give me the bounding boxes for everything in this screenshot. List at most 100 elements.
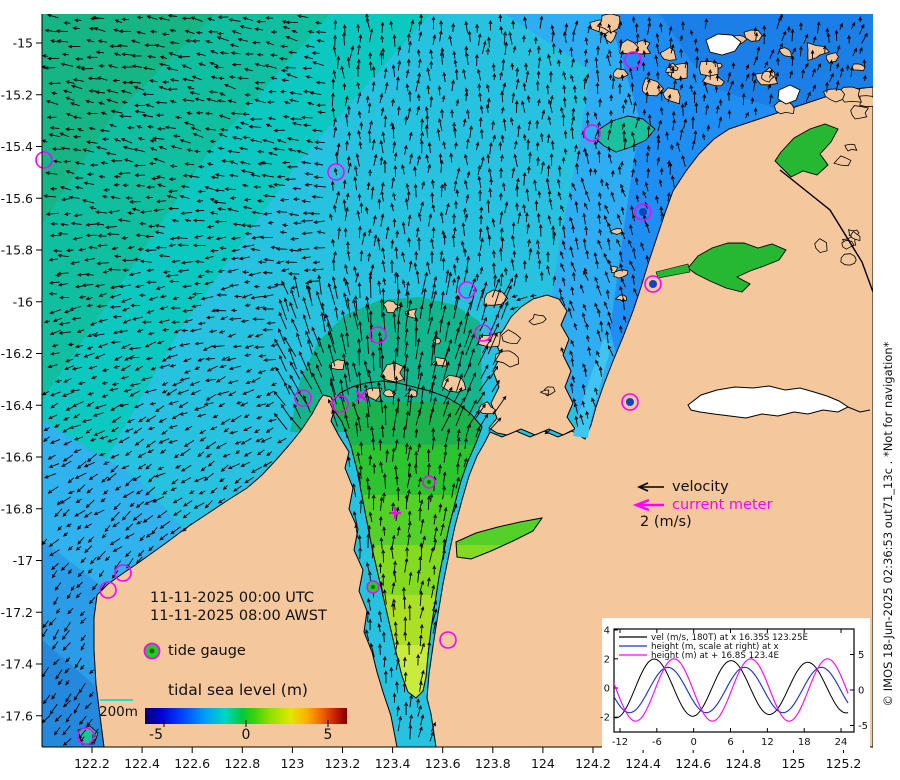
island <box>825 52 839 64</box>
x-axis-tick-label: 125 <box>781 756 805 771</box>
ocean-band <box>42 14 215 225</box>
current-meter-marker <box>644 275 662 293</box>
y-axis-tick-label: -16.4 <box>1 398 33 413</box>
island <box>404 388 418 398</box>
colorbar <box>145 708 347 727</box>
island <box>613 269 629 279</box>
plus-station-marker <box>389 507 401 519</box>
current-meter-label: current meter <box>672 497 773 513</box>
colorbar-title: tidal sea level (m) <box>168 681 308 699</box>
current-meter-marker <box>458 281 476 299</box>
island <box>844 143 858 152</box>
island <box>778 47 793 58</box>
x-axis-tick-label: 124.4 <box>625 756 661 771</box>
y-axis-tick-label: -15.4 <box>1 139 33 154</box>
colorbar-tick-neg5: -5 <box>149 727 163 743</box>
island <box>662 87 681 105</box>
scale-bar-label: 200m <box>99 704 138 720</box>
inset-legend-label: height (m) at + 16.8S 123.4E <box>651 651 779 661</box>
inset-left-tick-label: 4 <box>604 626 610 637</box>
tide-gauge-label: tide gauge <box>168 643 246 659</box>
island <box>850 230 861 242</box>
white-inlet <box>777 84 801 105</box>
station-markers-layer <box>35 51 662 745</box>
inset-timeseries-chart: -12 -6 0 6 12 18 24 4 2 0 -2 5 0 -5 vel (m/s, 180T) at… <box>600 618 870 750</box>
island <box>814 238 828 254</box>
island <box>701 73 725 87</box>
inset-x-tick-label: -6 <box>652 737 662 748</box>
y-axis-tick-label: -15.2 <box>1 87 33 102</box>
deep-spot <box>639 208 647 216</box>
current-meter-marker <box>634 203 652 221</box>
inset-x-tick-label: -12 <box>612 737 628 748</box>
inset-series-line <box>614 658 849 719</box>
y-axis-tick-label: -17.6 <box>1 708 33 723</box>
inset-x-tick-label: 6 <box>727 737 733 748</box>
timestamp-utc: 11-11-2025 00:00 UTC <box>150 590 315 606</box>
island <box>609 228 623 235</box>
y-axis-tick-label: -17.2 <box>1 605 33 620</box>
inset-right-tick-label: 0 <box>858 686 864 697</box>
x-axis-tick-label: 124 <box>531 756 555 771</box>
legend-glyphs <box>100 482 664 701</box>
deep-spot <box>626 398 634 406</box>
white-waterbody <box>687 385 849 419</box>
inset-curves <box>614 658 849 722</box>
land-dampier-peninsula <box>93 394 398 747</box>
current-meter-marker <box>624 51 642 69</box>
map-axes: 122.2 122.4 122.6 122.8 123 123.2 123.4 123.6 12… <box>1 14 873 771</box>
island <box>528 313 547 326</box>
island <box>859 95 873 108</box>
inset-left-tick-label: -2 <box>600 713 610 724</box>
island <box>619 39 640 54</box>
x-axis-tick-label: 124.6 <box>675 756 711 771</box>
y-axis-tick-label: -16.2 <box>1 346 33 361</box>
island <box>743 29 763 42</box>
walcott-inlet <box>687 242 787 293</box>
island <box>382 300 404 314</box>
x-axis-tick-label: 122.6 <box>174 756 210 771</box>
velocity-arrow-icon <box>637 482 664 492</box>
current-meter-marker <box>369 326 387 344</box>
current-meter-marker <box>331 395 349 413</box>
island <box>330 359 346 370</box>
island <box>761 70 775 83</box>
current-meter-marker <box>439 631 457 649</box>
y-axis-tick-label: -16 <box>13 294 33 309</box>
prince-regent-river <box>779 169 873 293</box>
credit-watermark: © IMOS 18-Jun-2025 02:36:53 out71_13c . … <box>881 341 895 707</box>
current-meter-marker <box>99 581 117 599</box>
y-axis-tick-label: -15.6 <box>1 191 33 206</box>
current-meter-marker <box>294 389 312 407</box>
x-axis-tick-label: 123.2 <box>325 756 361 771</box>
y-axis-tick-label: -16.8 <box>1 501 33 516</box>
y-axis-tick-label: -15.8 <box>1 243 33 258</box>
island <box>501 329 522 345</box>
x-axis-tick-label: 123.8 <box>475 756 511 771</box>
walcott-channel <box>655 263 691 279</box>
inset-x-tick-label: 12 <box>761 737 774 748</box>
st-george-basin <box>774 123 839 178</box>
colorbar-tick-5: 5 <box>323 727 333 743</box>
inset-x-tick-label: 24 <box>835 737 848 748</box>
y-axis-tick-label: -15 <box>13 36 33 51</box>
current-meter-marker <box>35 151 53 169</box>
x-station-marker <box>355 390 367 402</box>
deep-spot <box>649 280 657 288</box>
inset-legend-label: height (m, scale at right) at x <box>651 642 779 652</box>
y-axis-tick-label: -17.4 <box>1 657 33 672</box>
island <box>840 253 857 266</box>
island <box>539 389 550 395</box>
current-meter-arrow-icon <box>632 498 664 512</box>
inset-left-tick-label: 0 <box>604 684 610 695</box>
current-meter-marker <box>114 564 132 582</box>
vector-scale-label: 2 (m/s) <box>640 514 692 530</box>
island <box>478 401 497 415</box>
island <box>823 88 846 103</box>
x-axis-tick-label: 123 <box>280 756 304 771</box>
x-axis-tick-label: 122.4 <box>124 756 160 771</box>
inset-right-tick-label: -5 <box>858 721 868 732</box>
current-meter-marker <box>327 163 345 181</box>
island <box>833 155 852 167</box>
